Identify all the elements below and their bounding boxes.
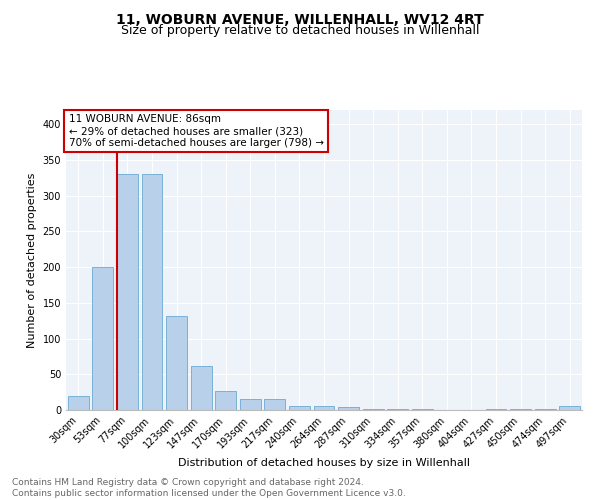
Bar <box>191 366 212 410</box>
Text: Size of property relative to detached houses in Willenhall: Size of property relative to detached ho… <box>121 24 479 37</box>
Bar <box>142 174 163 410</box>
Bar <box>265 400 286 410</box>
Bar <box>485 408 506 410</box>
Bar <box>117 174 138 410</box>
Bar <box>166 316 187 410</box>
Text: Contains HM Land Registry data © Crown copyright and database right 2024.
Contai: Contains HM Land Registry data © Crown c… <box>12 478 406 498</box>
Text: 11 WOBURN AVENUE: 86sqm
← 29% of detached houses are smaller (323)
70% of semi-d: 11 WOBURN AVENUE: 86sqm ← 29% of detache… <box>68 114 323 148</box>
Bar <box>240 398 261 410</box>
Bar <box>338 407 359 410</box>
Bar <box>559 406 580 410</box>
Bar <box>314 406 334 410</box>
Bar <box>289 406 310 410</box>
Bar <box>92 267 113 410</box>
X-axis label: Distribution of detached houses by size in Willenhall: Distribution of detached houses by size … <box>178 458 470 468</box>
Bar <box>215 390 236 410</box>
Bar <box>68 396 89 410</box>
Y-axis label: Number of detached properties: Number of detached properties <box>27 172 37 348</box>
Text: 11, WOBURN AVENUE, WILLENHALL, WV12 4RT: 11, WOBURN AVENUE, WILLENHALL, WV12 4RT <box>116 12 484 26</box>
